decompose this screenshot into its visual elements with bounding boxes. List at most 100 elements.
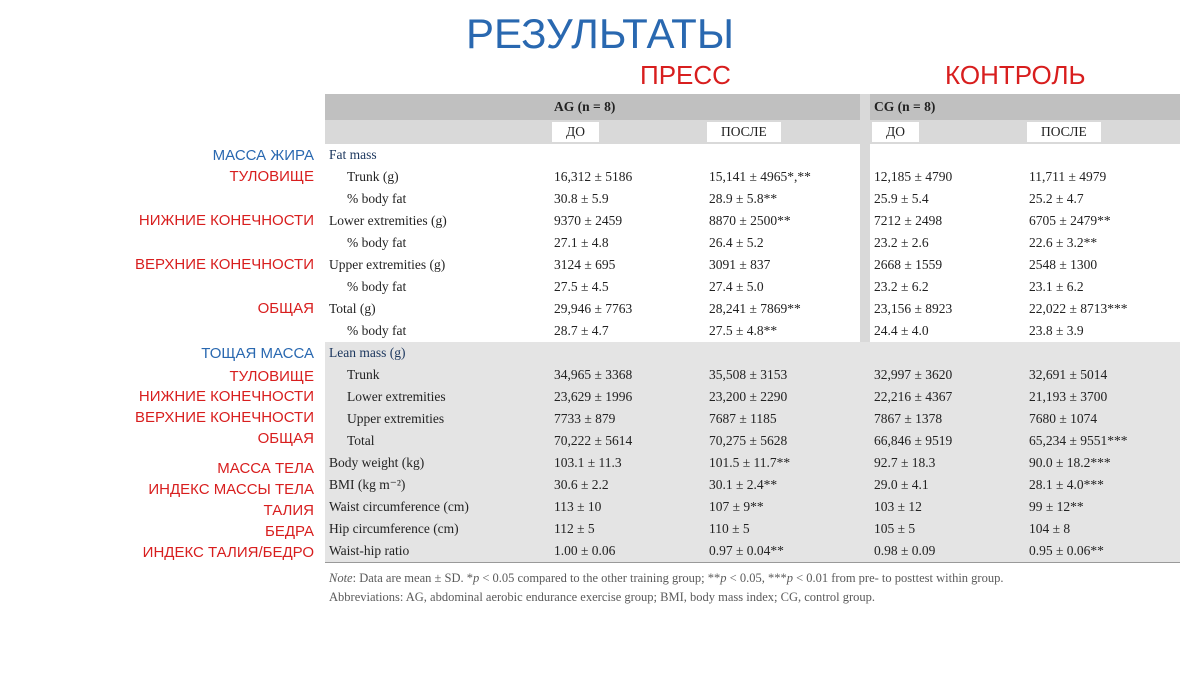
cell-cg-pre: 92.7 ± 18.3 [870,452,1025,474]
header-gap2 [860,120,870,144]
cell-ag-pre: 70,222 ± 5614 [550,430,705,452]
cell-cg-post: 22,022 ± 8713*** [1025,298,1180,320]
cell-ag-pre: 113 ± 10 [550,496,705,518]
cell-cg-post: 23.8 ± 3.9 [1025,320,1180,342]
cell-cg-post: 23.1 ± 6.2 [1025,276,1180,298]
table-wrap: МАССА ЖИРАТУЛОВИЩЕНИЖНИЕ КОНЕЧНОСТИВЕРХН… [0,94,1200,607]
cell-cg-post: 32,691 ± 5014 [1025,364,1180,386]
header-ag: AG (n = 8) [550,94,860,120]
cell [860,232,870,254]
row-label: % body fat [325,188,550,210]
cell-cg-post: 90.0 ± 18.2*** [1025,452,1180,474]
table-body: Fat massTrunk (g)16,312 ± 518615,141 ± 4… [325,144,1180,562]
row-label: Body weight (kg) [325,452,550,474]
cell-cg-pre: 105 ± 5 [870,518,1025,540]
row-annotation: МАССА ТЕЛА [217,461,314,476]
cell [860,342,870,364]
cell [860,166,870,188]
section-fat-mass: Fat mass [325,144,550,166]
cell-ag-pre: 30.6 ± 2.2 [550,474,705,496]
cell-ag-post: 28,241 ± 7869** [705,298,860,320]
cell [860,298,870,320]
table-row: Total70,222 ± 561470,275 ± 562866,846 ± … [325,430,1180,452]
row-annotation: ТУЛОВИЩЕ [229,169,314,184]
row-annotation: ИНДЕКС МАССЫ ТЕЛА [148,482,314,497]
cell-cg-pre: 23.2 ± 2.6 [870,232,1025,254]
label-press: ПРЕСС [640,60,731,91]
cell-ag-pre: 27.5 ± 4.5 [550,276,705,298]
cell [860,188,870,210]
table-row: Lower extremities (g)9370 ± 24598870 ± 2… [325,210,1180,232]
cell-ag-post: 70,275 ± 5628 [705,430,860,452]
header-cg-after: ПОСЛЕ [1025,120,1180,144]
cell-cg-post: 6705 ± 2479** [1025,210,1180,232]
table-row: Hip circumference (cm)112 ± 5110 ± 5105 … [325,518,1180,540]
row-label: Trunk [325,364,550,386]
slide-title: РЕЗУЛЬТАТЫ [0,10,1200,58]
cell [1025,342,1180,364]
cell-ag-pre: 30.8 ± 5.9 [550,188,705,210]
cell [705,342,860,364]
cell-ag-pre: 34,965 ± 3368 [550,364,705,386]
cell-cg-pre: 7212 ± 2498 [870,210,1025,232]
cell-ag-pre: 29,946 ± 7763 [550,298,705,320]
cell-ag-pre: 7733 ± 879 [550,408,705,430]
cell [860,540,870,562]
label-control: КОНТРОЛЬ [945,60,1086,91]
cell-ag-pre: 23,629 ± 1996 [550,386,705,408]
slide-title-container: РЕЗУЛЬТАТЫ [0,0,1200,60]
cell-ag-post: 28.9 ± 5.8** [705,188,860,210]
row-label: BMI (kg m⁻²) [325,474,550,496]
row-annotation: ТУЛОВИЩЕ [229,369,314,384]
cell-cg-pre: 7867 ± 1378 [870,408,1025,430]
cell [860,408,870,430]
cell [860,430,870,452]
cell-cg-post: 2548 ± 1300 [1025,254,1180,276]
row-label: Hip circumference (cm) [325,518,550,540]
table-row: Upper extremities (g)3124 ± 6953091 ± 83… [325,254,1180,276]
cell-ag-pre: 103.1 ± 11.3 [550,452,705,474]
table-row: % body fat27.1 ± 4.826.4 ± 5.2 23.2 ± 2.6… [325,232,1180,254]
table-row: Lower extremities23,629 ± 199623,200 ± 2… [325,386,1180,408]
cell-ag-post: 110 ± 5 [705,518,860,540]
cell-cg-pre: 12,185 ± 4790 [870,166,1025,188]
row-label: % body fat [325,276,550,298]
row-annotation: НИЖНИЕ КОНЕЧНОСТИ [139,389,314,404]
cell-ag-post: 101.5 ± 11.7** [705,452,860,474]
cell-ag-pre: 28.7 ± 4.7 [550,320,705,342]
cell-ag-post: 26.4 ± 5.2 [705,232,860,254]
row-label: Lower extremities [325,386,550,408]
table-row: Upper extremities7733 ± 8797687 ± 118578… [325,408,1180,430]
row-annotation: ВЕРХНИЕ КОНЕЧНОСТИ [135,410,314,425]
results-table: AG (n = 8) CG (n = 8) ДО ПОСЛЕ ДО ПОСЛЕ … [325,94,1180,562]
cell-ag-post: 27.4 ± 5.0 [705,276,860,298]
cell [860,276,870,298]
table-row: Trunk (g)16,312 ± 518615,141 ± 4965*,**1… [325,166,1180,188]
cell-cg-pre: 24.4 ± 4.0 [870,320,1025,342]
row-annotation: ОБЩАЯ [258,301,314,316]
table-row: Waist circumference (cm)113 ± 10107 ± 9*… [325,496,1180,518]
cell [705,144,860,166]
table-row: BMI (kg m⁻²)30.6 ± 2.230.1 ± 2.4**29.0 ±… [325,474,1180,496]
cell [860,144,870,166]
cell-ag-post: 30.1 ± 2.4** [705,474,860,496]
cell-cg-post: 65,234 ± 9551*** [1025,430,1180,452]
cell [860,496,870,518]
row-annotation: БЕДРА [265,524,314,539]
row-label: Total (g) [325,298,550,320]
cell-cg-post: 11,711 ± 4979 [1025,166,1180,188]
cell-cg-pre: 22,216 ± 4367 [870,386,1025,408]
cell [860,210,870,232]
row-label: % body fat [325,232,550,254]
row-annotation: ОБЩАЯ [258,431,314,446]
row-label: Waist circumference (cm) [325,496,550,518]
cell-cg-pre: 23,156 ± 8923 [870,298,1025,320]
row-annotation: ВЕРХНИЕ КОНЕЧНОСТИ [135,257,314,272]
cell [860,518,870,540]
cell-ag-post: 3091 ± 837 [705,254,860,276]
header-ag-after: ПОСЛЕ [705,120,860,144]
header-cg-before: ДО [870,120,1025,144]
cell-ag-pre: 27.1 ± 4.8 [550,232,705,254]
row-label: Upper extremities [325,408,550,430]
cell-cg-pre: 0.98 ± 0.09 [870,540,1025,562]
